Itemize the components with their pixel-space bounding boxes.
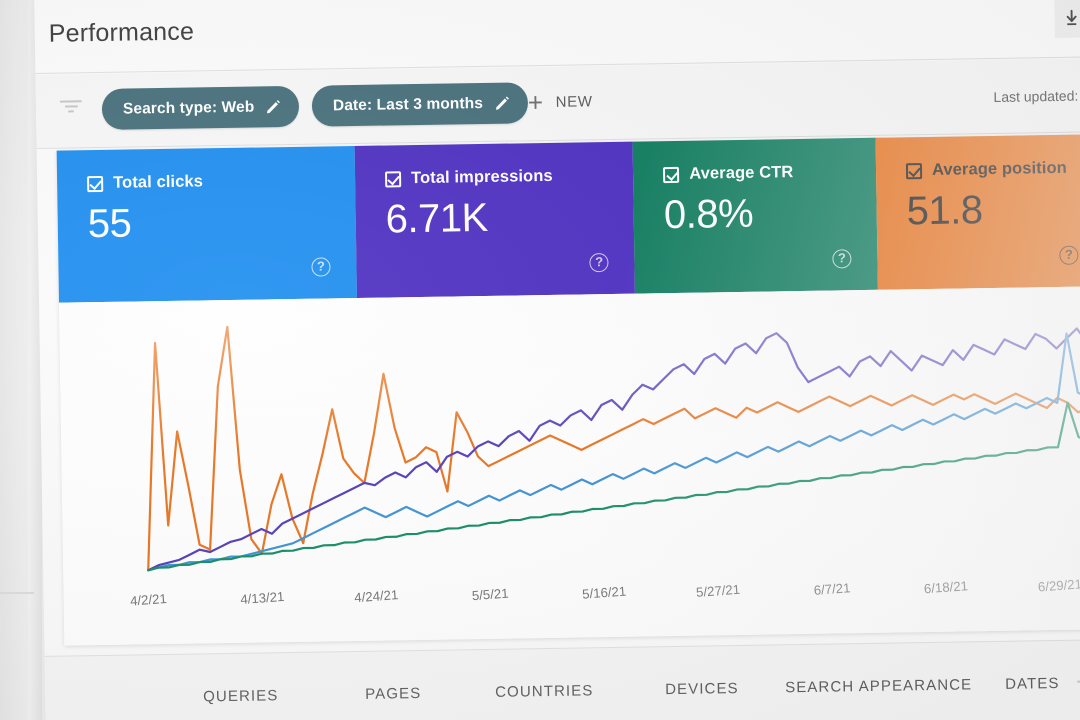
chart-series-average-position (147, 325, 1080, 572)
filter-icon[interactable] (1075, 680, 1080, 698)
metric-label-average-ctr: Average CTR (689, 163, 794, 183)
app-header: Performance (34, 0, 1080, 74)
metric-label-average-position: Average position (931, 158, 1067, 179)
chart-xtick-label: 5/16/21 (582, 584, 627, 602)
metric-checkbox-total-clicks[interactable] (87, 175, 104, 192)
metric-cards: Total clicks 55 ? Total impressions 6.71… (56, 134, 1080, 303)
filter-toolbar: Search type: Web Date: Last 3 months + N… (35, 58, 1080, 149)
chart-xtick-label: 5/5/21 (471, 586, 509, 604)
dimension-tab-bar: QUERIES PAGES COUNTRIES DEVICES SEARCH A… (44, 639, 1080, 720)
metric-checkbox-average-position[interactable] (905, 162, 923, 179)
performance-report-panel: Total clicks 55 ? Total impressions 6.71… (56, 134, 1080, 646)
chart-xtick-label: 6/29/21 (1037, 576, 1080, 594)
chart-series-total-impressions (147, 327, 1080, 572)
tab-dates[interactable]: DATES (1004, 674, 1060, 693)
filter-chip-search-type[interactable]: Search type: Web (101, 85, 300, 130)
metric-card-total-clicks[interactable]: Total clicks 55 ? (56, 145, 357, 303)
help-icon[interactable]: ? (589, 253, 609, 273)
last-updated-text: Last updated: 5 hour (993, 87, 1080, 105)
filter-chip-date-label: Date: Last 3 months (332, 94, 484, 114)
tab-search-appearance[interactable]: SEARCH APPEARANCE (785, 676, 973, 697)
chart-xtick-label: 6/7/21 (813, 580, 851, 598)
help-icon[interactable]: ? (1059, 245, 1079, 265)
chart-xtick-label: 6/18/21 (923, 578, 968, 596)
metric-value-average-ctr: 0.8% (663, 191, 754, 238)
performance-chart-svg: 4/2/21 4/13/21 4/24/21 5/5/21 5/16/21 5/27/21… (130, 325, 1080, 609)
chart-xtick-label: 5/27/21 (696, 582, 741, 600)
chart-xtick-label: 4/24/21 (354, 587, 399, 605)
download-button[interactable] (1054, 0, 1080, 38)
metric-label-total-clicks: Total clicks (112, 172, 204, 192)
pencil-icon (267, 100, 281, 114)
chart-series-total-clicks (147, 332, 1080, 572)
metric-card-average-ctr[interactable]: Average CTR 0.8% ? (632, 137, 878, 294)
new-filter-label: NEW (555, 92, 593, 111)
metric-checkbox-total-impressions[interactable] (384, 170, 402, 188)
metric-value-total-impressions: 6.71K (385, 195, 489, 242)
filter-chip-search-type-label: Search type: Web (122, 98, 255, 118)
filter-chip-date[interactable]: Date: Last 3 months (311, 82, 529, 127)
tab-countries[interactable]: COUNTRIES (495, 682, 594, 701)
metric-value-total-clicks: 55 (87, 201, 132, 247)
help-icon[interactable]: ? (311, 257, 331, 277)
help-icon[interactable]: ? (832, 249, 852, 269)
performance-chart[interactable]: 4/2/21 4/13/21 4/24/21 5/5/21 5/16/21 5/27/21… (59, 286, 1080, 646)
page-title: Performance (48, 17, 195, 48)
tab-devices[interactable]: DEVICES (665, 680, 739, 699)
search-console-app: Performance Search type: Web (34, 0, 1080, 720)
new-filter-button[interactable]: + NEW (527, 87, 593, 118)
metric-checkbox-average-ctr[interactable] (663, 166, 680, 183)
metric-value-average-position: 51.8 (906, 188, 983, 234)
plus-icon: + (527, 87, 544, 118)
pencil-icon (496, 96, 509, 110)
chart-xtick-label: 4/13/21 (240, 589, 285, 607)
metric-label-total-impressions: Total impressions (410, 166, 553, 188)
filter-icon[interactable] (58, 100, 84, 122)
download-icon (1066, 9, 1077, 26)
tab-queries[interactable]: QUERIES (203, 687, 279, 706)
chart-xtick-label: 4/2/21 (130, 591, 168, 609)
bezel-hairline (0, 592, 34, 594)
metric-card-average-position[interactable]: Average position 51.8 ? (875, 134, 1080, 290)
monitor-bezel-left (0, 0, 30, 720)
tab-pages[interactable]: PAGES (365, 685, 422, 703)
metric-card-total-impressions[interactable]: Total impressions 6.71K ? (354, 141, 636, 298)
